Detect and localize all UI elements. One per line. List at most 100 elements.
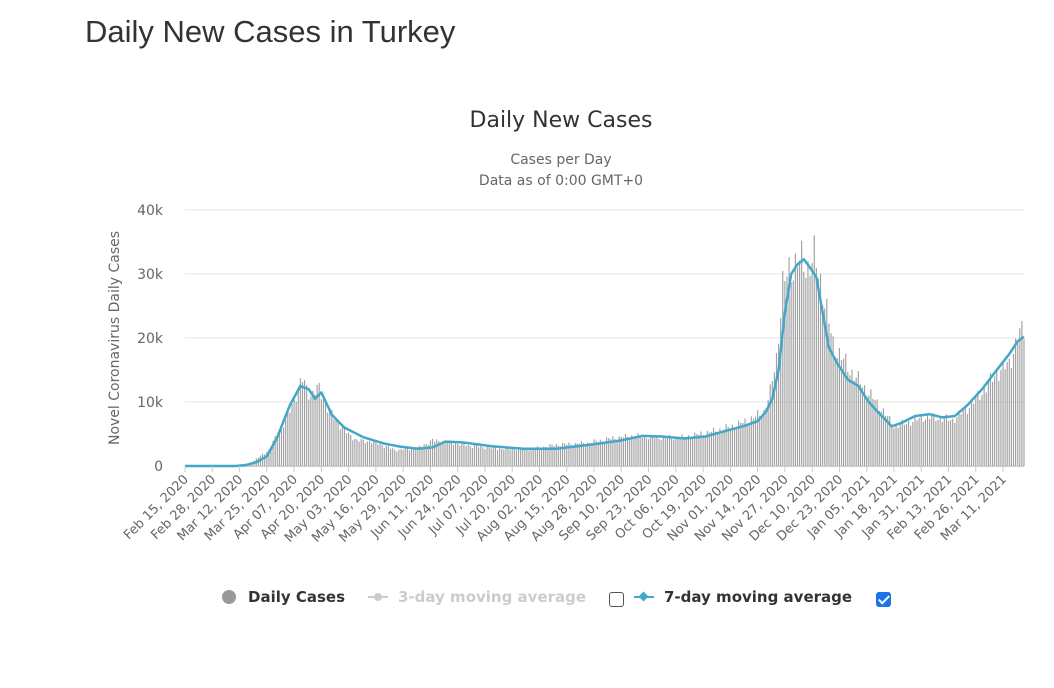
daily-case-bar — [662, 436, 664, 466]
daily-case-bar — [878, 410, 880, 466]
daily-case-bar — [1021, 321, 1023, 466]
daily-case-bar — [826, 298, 828, 466]
daily-case-bar — [389, 448, 392, 466]
daily-case-bar — [838, 347, 840, 466]
legend-item-7day-average[interactable]: 7-day moving average — [634, 586, 852, 608]
daily-case-bar — [880, 411, 882, 466]
daily-case-bar — [408, 450, 411, 466]
daily-case-bar — [410, 448, 413, 466]
daily-case-bar — [970, 400, 973, 466]
daily-case-bar — [664, 437, 666, 466]
daily-case-bar — [803, 271, 805, 466]
daily-case-bar — [343, 428, 345, 466]
daily-case-bar — [937, 419, 939, 466]
daily-case-bar — [675, 436, 677, 466]
daily-case-bar — [459, 445, 461, 466]
daily-case-bar — [371, 443, 373, 466]
legend-marker-daily-cases — [222, 590, 236, 604]
daily-case-bar — [725, 423, 727, 466]
daily-case-bar — [631, 435, 633, 466]
daily-case-bar — [463, 443, 465, 466]
daily-case-bar — [788, 257, 790, 466]
checkbox-3day-average[interactable] — [609, 592, 624, 607]
daily-case-bar — [692, 437, 694, 466]
daily-case-bar — [866, 397, 868, 466]
daily-case-bar — [373, 440, 375, 466]
y-tick-label: 10k — [137, 395, 164, 411]
daily-case-bar — [457, 443, 459, 466]
daily-case-bar — [633, 437, 635, 466]
daily-case-bar — [721, 430, 723, 466]
daily-case-bar — [499, 448, 501, 466]
daily-case-bar — [402, 449, 404, 466]
daily-case-bar — [274, 435, 276, 466]
daily-case-bar — [387, 446, 390, 466]
daily-case-bar — [280, 426, 283, 466]
daily-case-bar — [1008, 358, 1010, 466]
daily-case-bar — [830, 333, 832, 466]
daily-case-bar — [331, 409, 333, 466]
daily-case-bar — [440, 444, 442, 466]
daily-case-bar — [603, 441, 606, 466]
daily-case-bar — [528, 450, 530, 466]
daily-case-bar — [668, 434, 671, 466]
daily-case-bar — [763, 409, 765, 466]
daily-case-bar — [429, 440, 431, 466]
daily-case-bar — [593, 439, 595, 466]
daily-case-bar — [492, 446, 494, 466]
daily-case-bar — [729, 428, 731, 466]
daily-case-bar — [582, 443, 585, 466]
daily-case-bar — [706, 430, 708, 466]
daily-case-bar — [775, 353, 778, 466]
daily-case-bar — [696, 434, 698, 466]
legend-item-3day-average[interactable]: 3-day moving average — [368, 586, 586, 608]
daily-case-bar — [771, 380, 773, 466]
daily-case-bar — [513, 449, 515, 466]
daily-case-bar — [702, 435, 704, 466]
daily-case-bar — [413, 448, 415, 466]
daily-case-bar — [306, 385, 308, 466]
daily-case-bar — [480, 445, 482, 466]
daily-case-bar — [385, 445, 387, 466]
daily-case-bar — [381, 445, 383, 466]
legend-label-daily-cases: Daily Cases — [248, 588, 346, 606]
daily-case-bar — [587, 442, 589, 466]
daily-case-bar — [807, 261, 809, 466]
daily-case-bar — [870, 389, 872, 466]
daily-case-bar — [545, 447, 547, 466]
daily-case-bar — [532, 448, 534, 466]
daily-case-bar — [612, 436, 614, 466]
daily-case-bar — [901, 419, 903, 466]
daily-case-bar — [647, 439, 650, 466]
checkbox-7day-average[interactable] — [876, 592, 891, 607]
daily-case-bar — [778, 343, 780, 466]
daily-case-bar — [817, 278, 820, 466]
daily-case-bar — [538, 447, 541, 466]
daily-case-bar — [731, 424, 734, 466]
daily-case-bar — [297, 387, 299, 466]
daily-case-bar — [945, 414, 947, 466]
daily-case-bar — [530, 448, 532, 466]
daily-case-bar — [369, 441, 371, 466]
daily-case-bar — [750, 416, 752, 466]
daily-case-bar — [322, 399, 325, 466]
daily-case-bar — [264, 454, 266, 466]
daily-case-bar — [496, 449, 499, 466]
daily-case-bar — [966, 413, 968, 466]
daily-case-bar — [366, 441, 369, 466]
daily-case-bar — [843, 358, 845, 466]
daily-case-bar — [266, 451, 268, 466]
daily-case-bar — [899, 424, 901, 466]
legend-item-daily-cases[interactable]: Daily Cases — [222, 586, 345, 608]
daily-case-bar — [503, 449, 505, 466]
daily-case-bar — [845, 353, 847, 466]
daily-case-bar — [782, 271, 784, 466]
daily-case-bar — [922, 421, 924, 466]
daily-case-bar — [671, 437, 673, 466]
daily-case-bar — [1015, 338, 1017, 466]
daily-case-bar — [920, 415, 922, 466]
daily-case-bar — [811, 263, 813, 466]
daily-case-bar — [847, 371, 849, 466]
seven-day-average-line — [185, 258, 1025, 468]
